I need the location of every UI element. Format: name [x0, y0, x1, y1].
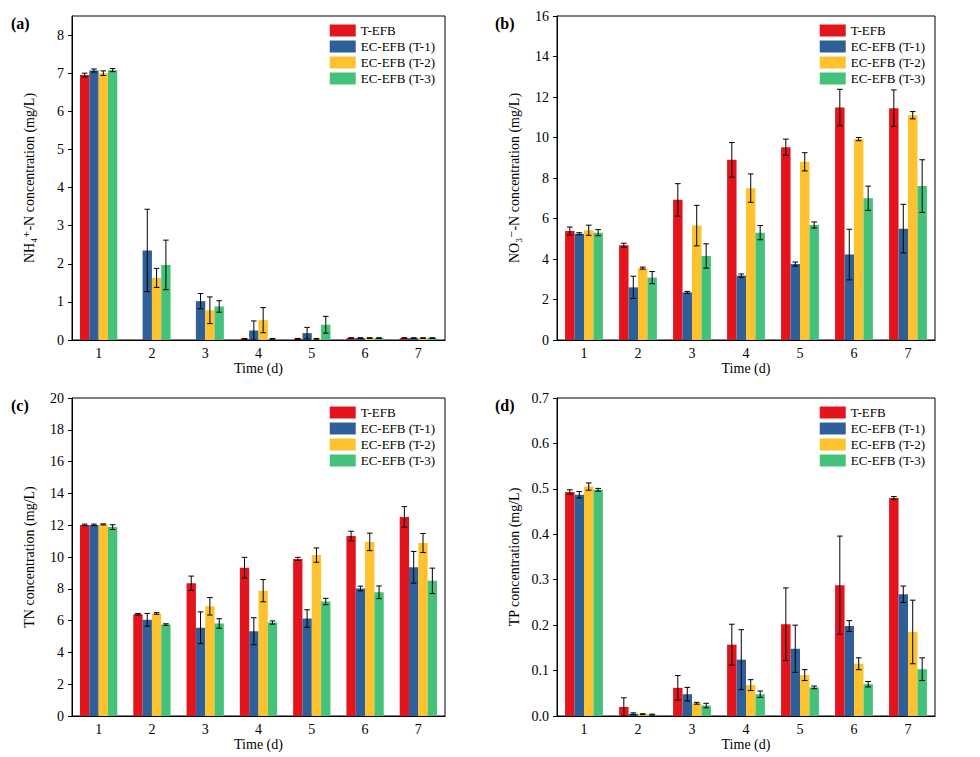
svg-text:6: 6 — [57, 104, 64, 119]
svg-text:7: 7 — [415, 346, 422, 361]
svg-text:(a): (a) — [11, 15, 30, 33]
svg-text:6: 6 — [57, 613, 64, 628]
svg-text:4: 4 — [255, 346, 262, 361]
svg-text:10: 10 — [50, 550, 64, 565]
svg-text:12: 12 — [535, 90, 549, 105]
svg-text:0.4: 0.4 — [532, 527, 550, 542]
svg-text:4: 4 — [542, 252, 549, 267]
svg-text:EC-EFB (T-3): EC-EFB (T-3) — [851, 71, 925, 86]
svg-text:T-EFB: T-EFB — [851, 405, 886, 420]
svg-text:7: 7 — [57, 66, 64, 81]
svg-text:5: 5 — [797, 722, 804, 737]
svg-text:EC-EFB (T-1): EC-EFB (T-1) — [361, 39, 435, 54]
svg-text:NO₃⁻-N concentration (mg/L): NO₃⁻-N concentration (mg/L) — [507, 93, 523, 263]
svg-text:Time (d): Time (d) — [722, 361, 771, 377]
svg-text:T-EFB: T-EFB — [361, 405, 396, 420]
svg-text:0.2: 0.2 — [532, 618, 550, 633]
svg-text:18: 18 — [50, 422, 64, 437]
svg-text:(c): (c) — [11, 397, 29, 415]
svg-text:20: 20 — [50, 391, 64, 406]
svg-text:EC-EFB (T-1): EC-EFB (T-1) — [361, 421, 435, 436]
svg-text:7: 7 — [905, 346, 912, 361]
svg-text:4: 4 — [255, 722, 262, 737]
svg-text:1: 1 — [581, 346, 588, 361]
svg-text:EC-EFB (T-2): EC-EFB (T-2) — [851, 55, 925, 70]
svg-text:3: 3 — [57, 218, 64, 233]
svg-text:7: 7 — [905, 722, 912, 737]
svg-text:1: 1 — [57, 294, 64, 309]
svg-text:4: 4 — [743, 346, 750, 361]
svg-text:EC-EFB (T-1): EC-EFB (T-1) — [851, 421, 925, 436]
svg-text:3: 3 — [689, 722, 696, 737]
svg-text:2: 2 — [57, 256, 64, 271]
svg-text:0.0: 0.0 — [532, 709, 550, 724]
svg-text:6: 6 — [851, 722, 858, 737]
svg-text:TP concentration (mg/L): TP concentration (mg/L) — [507, 487, 523, 626]
svg-text:2: 2 — [148, 722, 155, 737]
svg-text:Time (d): Time (d) — [234, 737, 283, 753]
svg-text:4: 4 — [57, 180, 64, 195]
svg-text:0.6: 0.6 — [532, 436, 550, 451]
svg-text:0: 0 — [542, 333, 549, 348]
svg-text:EC-EFB (T-3): EC-EFB (T-3) — [361, 71, 435, 86]
svg-text:2: 2 — [148, 346, 155, 361]
svg-text:0: 0 — [57, 333, 64, 348]
svg-text:4: 4 — [743, 722, 750, 737]
svg-text:2: 2 — [57, 677, 64, 692]
svg-text:8: 8 — [57, 581, 64, 596]
svg-text:EC-EFB (T-2): EC-EFB (T-2) — [851, 437, 925, 452]
svg-text:10: 10 — [535, 130, 549, 145]
svg-text:Time (d): Time (d) — [234, 361, 283, 377]
svg-text:TN concentration (mg/L): TN concentration (mg/L) — [22, 486, 38, 628]
svg-text:EC-EFB (T-1): EC-EFB (T-1) — [851, 39, 925, 54]
svg-text:(d): (d) — [495, 397, 515, 415]
svg-text:16: 16 — [535, 9, 549, 24]
svg-text:3: 3 — [202, 722, 209, 737]
svg-text:6: 6 — [851, 346, 858, 361]
svg-text:16: 16 — [50, 454, 64, 469]
svg-text:3: 3 — [689, 346, 696, 361]
svg-text:EC-EFB (T-2): EC-EFB (T-2) — [361, 437, 435, 452]
svg-text:EC-EFB (T-3): EC-EFB (T-3) — [851, 453, 925, 468]
svg-text:6: 6 — [362, 346, 369, 361]
svg-text:2: 2 — [635, 346, 642, 361]
svg-text:5: 5 — [57, 142, 64, 157]
svg-text:14: 14 — [535, 49, 549, 64]
svg-text:8: 8 — [57, 28, 64, 43]
svg-text:5: 5 — [308, 346, 315, 361]
svg-text:EC-EFB (T-3): EC-EFB (T-3) — [361, 453, 435, 468]
svg-text:0.1: 0.1 — [532, 663, 550, 678]
svg-text:3: 3 — [202, 346, 209, 361]
svg-text:(b): (b) — [495, 15, 515, 33]
svg-text:EC-EFB (T-2): EC-EFB (T-2) — [361, 55, 435, 70]
svg-text:2: 2 — [542, 292, 549, 307]
svg-text:0: 0 — [57, 709, 64, 724]
svg-text:6: 6 — [362, 722, 369, 737]
svg-text:Time (d): Time (d) — [722, 737, 771, 753]
svg-text:T-EFB: T-EFB — [361, 23, 396, 38]
svg-text:14: 14 — [50, 486, 64, 501]
svg-text:0.5: 0.5 — [532, 481, 550, 496]
svg-text:5: 5 — [797, 346, 804, 361]
svg-text:7: 7 — [415, 722, 422, 737]
svg-text:2: 2 — [635, 722, 642, 737]
svg-text:1: 1 — [95, 346, 102, 361]
svg-text:NH₄⁺-N concentration (mg/L): NH₄⁺-N concentration (mg/L) — [22, 93, 38, 263]
svg-text:1: 1 — [581, 722, 588, 737]
svg-text:12: 12 — [50, 518, 64, 533]
svg-text:0.3: 0.3 — [532, 572, 550, 587]
svg-text:8: 8 — [542, 171, 549, 186]
svg-text:1: 1 — [95, 722, 102, 737]
svg-text:6: 6 — [542, 211, 549, 226]
svg-text:4: 4 — [57, 645, 64, 660]
svg-text:T-EFB: T-EFB — [851, 23, 886, 38]
svg-text:0.7: 0.7 — [532, 391, 550, 406]
svg-text:5: 5 — [308, 722, 315, 737]
